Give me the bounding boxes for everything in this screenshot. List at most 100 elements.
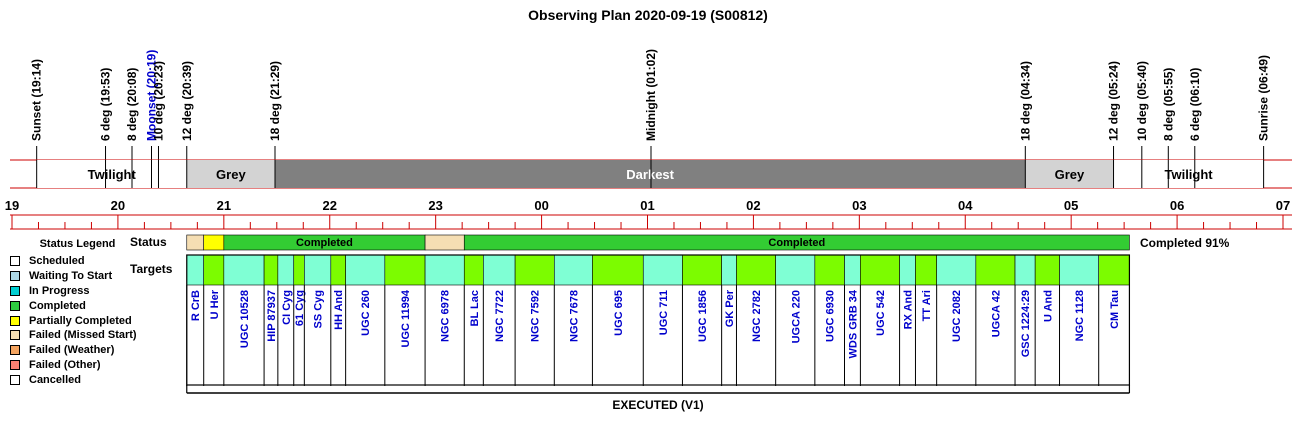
legend-swatch <box>10 359 20 370</box>
status-row: Status Completed Completed Completed 91% <box>130 234 1230 251</box>
status-row-label: Status <box>130 235 167 249</box>
axis-tick-label: 05 <box>1064 198 1078 213</box>
sky-band-label: Twilight <box>88 167 137 182</box>
target-name: NGC 1128 <box>1074 290 1086 341</box>
legend-item: Failed (Missed Start) <box>10 328 185 343</box>
legend-swatch <box>10 300 20 311</box>
legend-swatch <box>10 315 20 326</box>
target-bar <box>814 254 845 286</box>
target-bar <box>642 254 683 286</box>
target-name: UGC 542 <box>875 290 887 336</box>
sky-band-label: Grey <box>1055 167 1085 182</box>
event-label: Moonset (20:19) <box>144 50 158 141</box>
executed-caption: EXECUTED (V1) <box>612 398 703 412</box>
sky-band <box>1025 160 1114 188</box>
target-name: CM Tau <box>1109 290 1121 329</box>
axis-tick-label: 03 <box>852 198 866 213</box>
target-name: SS Cyg <box>313 290 325 329</box>
axis-tick-label: 22 <box>323 198 337 213</box>
target-bar <box>223 254 265 286</box>
sky-band <box>274 160 1026 188</box>
axis-tick-label: 01 <box>640 198 654 213</box>
target-name: 61 Cyg <box>294 290 306 326</box>
axis-tick-label: 06 <box>1170 198 1184 213</box>
target-name: TT Ari <box>921 290 933 321</box>
legend-item: Scheduled <box>10 254 185 269</box>
target-bar <box>553 254 593 286</box>
target-bar <box>844 254 861 286</box>
target-bar <box>384 254 426 286</box>
target-name: NGC 7722 <box>494 290 506 342</box>
legend-item: Partially Completed <box>10 313 185 328</box>
event-label: Sunrise (06:49) <box>1257 55 1271 141</box>
axis-tick-label: 19 <box>5 198 19 213</box>
sky-band-label: Darkest <box>626 167 674 182</box>
target-name: HH And <box>333 290 345 330</box>
legend-swatch <box>10 374 20 385</box>
status-segment <box>424 234 465 251</box>
event-label: Midnight (01:02) <box>644 49 658 141</box>
event-label: 6 deg (19:53) <box>99 68 113 141</box>
time-axis: 19 20 21 22 23 00 01 02 03 04 05 06 07 <box>5 198 1292 230</box>
sky-band-label: Twilight <box>1165 167 1214 182</box>
event-label: 12 deg (05:24) <box>1107 61 1121 141</box>
event-label: 10 deg (05:40) <box>1135 61 1149 141</box>
event-label: 8 deg (20:08) <box>125 68 139 141</box>
status-segment <box>186 234 205 251</box>
event-label: 18 deg (04:34) <box>1018 61 1032 141</box>
legend-label: Failed (Other) <box>29 358 101 371</box>
axis-tick-label: 21 <box>217 198 231 213</box>
legend-swatch <box>10 271 20 282</box>
target-name: HIP 87937 <box>266 290 278 342</box>
targets-frame <box>186 254 1131 386</box>
target-bar <box>592 254 644 286</box>
target-bar <box>915 254 937 286</box>
status-legend: Status Legend Scheduled Waiting To Start I… <box>10 238 185 387</box>
target-bar <box>263 254 279 286</box>
target-name: NGC 6978 <box>440 290 452 342</box>
chart-title: Observing Plan 2020-09-19 (S00812) <box>528 7 768 23</box>
legend-items: Scheduled Waiting To Start In Progress Comp… <box>10 254 185 387</box>
legend-swatch <box>10 330 20 341</box>
target-bar <box>345 254 386 286</box>
legend-label: Cancelled <box>29 373 81 386</box>
target-name: UGCA 220 <box>790 290 802 343</box>
axis-tick-label: 02 <box>746 198 760 213</box>
target-name: UGC 260 <box>360 290 372 336</box>
legend-title: Status Legend <box>39 238 116 250</box>
legend-swatch <box>10 256 20 267</box>
target-bar <box>899 254 916 286</box>
event-label: 10 deg (20:23) <box>151 61 165 141</box>
legend-item: Cancelled <box>10 372 185 387</box>
event-label: 8 deg (05:55) <box>1161 68 1175 141</box>
status-segment-label: Completed <box>768 237 825 249</box>
event-label: 6 deg (06:10) <box>1188 68 1202 141</box>
target-bar <box>203 254 225 286</box>
axis-tick-label: 04 <box>958 198 973 213</box>
event-markers: Sunset (19:14) 6 deg (19:53) 8 deg (20:08)… <box>30 49 1271 160</box>
target-name: UGC 711 <box>658 290 670 335</box>
legend-item: In Progress <box>10 284 185 299</box>
target-name: WDS GRB 34 <box>847 289 859 358</box>
target-bar <box>424 254 465 286</box>
status-segment <box>463 234 1130 251</box>
sky-band-label: Grey <box>216 167 246 182</box>
target-name: BL Lac <box>469 290 481 326</box>
target-name: NGC 7592 <box>530 290 542 342</box>
target-name: UGC 695 <box>613 290 625 336</box>
target-name: RX And <box>903 290 915 329</box>
target-bar <box>936 254 977 286</box>
status-segment <box>203 234 225 251</box>
target-bar <box>463 254 484 286</box>
target-bar <box>975 254 1016 286</box>
target-name: UGC 2082 <box>951 290 963 342</box>
target-bar <box>304 254 332 286</box>
target-bar <box>736 254 776 286</box>
target-name: GSC 1224:29 <box>1020 290 1032 357</box>
target-name: UGC 11994 <box>400 289 412 347</box>
target-bar <box>1059 254 1100 286</box>
legend-swatch <box>10 285 20 296</box>
target-name: R CrB <box>190 290 202 321</box>
